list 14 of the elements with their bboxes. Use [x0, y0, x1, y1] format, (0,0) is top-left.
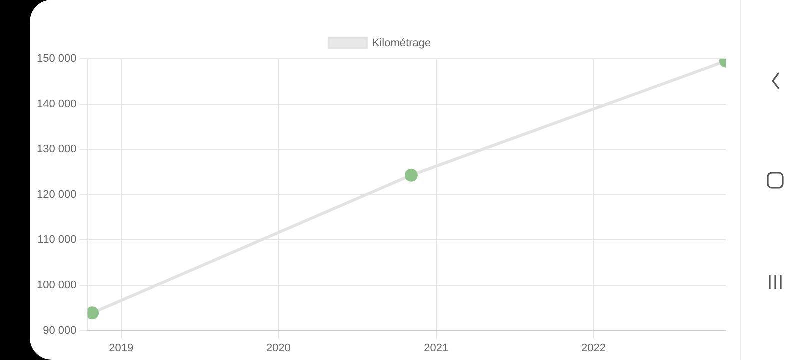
y-tick-label: 120 000 — [36, 188, 77, 201]
point — [404, 168, 418, 182]
y-tick-label: 90 000 — [43, 324, 77, 337]
x-tick-label: 2019 — [109, 342, 134, 354]
x-tick-label: 2021 — [424, 342, 449, 354]
x-tick-label: 2020 — [266, 342, 291, 354]
x-tick-label: 2022 — [581, 342, 606, 354]
y-tick-label: 100 000 — [36, 280, 77, 292]
y-tick-label: 150 000 — [36, 53, 77, 66]
legend-label: Kilométrage — [372, 38, 432, 50]
y-tick-label: 130 000 — [36, 144, 77, 156]
point — [88, 306, 100, 320]
y-tick-label: 140 000 — [36, 98, 77, 110]
y-tick-label: 110 000 — [38, 234, 77, 246]
